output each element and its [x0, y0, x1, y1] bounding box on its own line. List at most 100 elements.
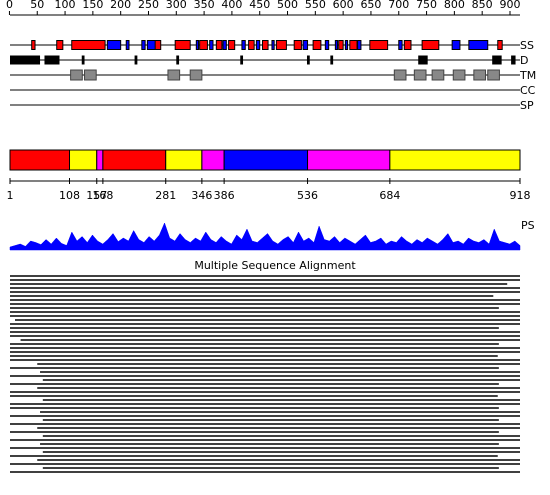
tm-segment — [473, 69, 487, 81]
tm-segment — [413, 69, 427, 81]
helix — [248, 40, 255, 50]
helix — [275, 40, 287, 50]
domain-label: 157 — [86, 189, 107, 202]
ruler-label: 350 — [194, 0, 215, 11]
domain-label: 168 — [92, 189, 113, 202]
strand — [125, 40, 130, 50]
disorder — [176, 55, 180, 65]
ruler-label: 500 — [277, 0, 298, 11]
track-label: SP — [520, 99, 534, 112]
disorder — [240, 55, 244, 65]
ruler-label: 400 — [221, 0, 242, 11]
strand — [468, 40, 489, 50]
domain — [9, 149, 71, 171]
ruler-label: 100 — [55, 0, 76, 11]
strand — [271, 40, 275, 50]
ruler-label: 600 — [333, 0, 354, 11]
ruler-label: 900 — [499, 0, 520, 11]
ruler-label: 850 — [472, 0, 493, 11]
ruler-label: 650 — [360, 0, 381, 11]
helix — [31, 40, 36, 50]
domain — [96, 149, 104, 171]
tm-segment — [167, 69, 181, 81]
strand — [209, 40, 214, 50]
domain — [223, 149, 309, 171]
ruler-label: 150 — [82, 0, 103, 11]
strand — [106, 40, 122, 50]
helix — [293, 40, 302, 50]
tm-segment — [393, 69, 407, 81]
domain — [69, 149, 98, 171]
domain-label: 281 — [155, 189, 176, 202]
tm-segment — [487, 69, 500, 81]
ruler-label: 300 — [166, 0, 187, 11]
ps-profile — [9, 222, 521, 251]
domain — [201, 149, 225, 171]
ruler-label: 800 — [444, 0, 465, 11]
disorder — [418, 55, 428, 65]
strand — [195, 40, 200, 50]
ruler-label: 450 — [249, 0, 270, 11]
domain-label: 346 — [191, 189, 212, 202]
ruler-label: 250 — [138, 0, 159, 11]
tm-segment — [431, 69, 445, 81]
ruler-label: 700 — [388, 0, 409, 11]
domain-label: 386 — [214, 189, 235, 202]
strand — [302, 40, 309, 50]
strand — [357, 40, 362, 50]
domain-label: 108 — [59, 189, 80, 202]
strand — [334, 40, 339, 50]
helix — [56, 40, 64, 50]
helix — [338, 40, 344, 50]
ruler-label: 50 — [30, 0, 44, 11]
track-label: TM — [519, 69, 536, 82]
domain — [307, 149, 391, 171]
tm-segment — [70, 69, 83, 81]
track-label: CC — [520, 84, 536, 97]
track-label: SS — [520, 39, 534, 52]
ruler-label: 550 — [305, 0, 326, 11]
disorder — [330, 55, 334, 65]
helix — [497, 40, 503, 50]
helix — [403, 40, 412, 50]
tm-segment — [189, 69, 203, 81]
ruler-label: 750 — [416, 0, 437, 11]
track-label: D — [520, 54, 528, 67]
strand — [398, 40, 403, 50]
domain — [165, 149, 203, 171]
domain — [389, 149, 521, 171]
helix — [71, 40, 106, 50]
helix — [174, 40, 191, 50]
disorder — [81, 55, 85, 65]
strand — [255, 40, 261, 50]
disorder — [511, 55, 516, 65]
domain-label: 1 — [7, 189, 14, 202]
helix — [215, 40, 223, 50]
helix — [261, 40, 269, 50]
ruler-label: 0 — [6, 0, 13, 11]
tm-segment — [452, 69, 466, 81]
domain-label: 918 — [510, 189, 531, 202]
helix — [228, 40, 236, 50]
helix — [349, 40, 358, 50]
strand — [344, 40, 349, 50]
disorder — [306, 55, 310, 65]
helix — [421, 40, 440, 50]
disorder — [492, 55, 502, 65]
strand — [451, 40, 461, 50]
helix — [369, 40, 389, 50]
strand — [146, 40, 156, 50]
strand — [241, 40, 246, 50]
ps-label: PS — [521, 219, 535, 232]
disorder — [134, 55, 138, 65]
ruler-label: 200 — [110, 0, 131, 11]
domain-label: 684 — [379, 189, 400, 202]
tm-segment — [84, 69, 97, 81]
disorder — [44, 55, 60, 65]
domain — [102, 149, 167, 171]
disorder — [10, 55, 41, 65]
domain-label: 536 — [297, 189, 318, 202]
strand — [141, 40, 146, 50]
helix — [312, 40, 322, 50]
